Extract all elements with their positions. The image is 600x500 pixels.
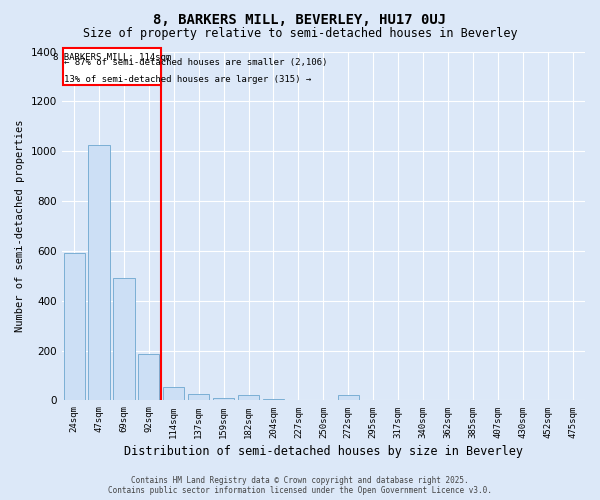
Bar	[138, 354, 160, 401]
Bar	[213, 398, 234, 400]
Bar	[88, 145, 110, 401]
Text: 8, BARKERS MILL, BEVERLEY, HU17 0UJ: 8, BARKERS MILL, BEVERLEY, HU17 0UJ	[154, 12, 446, 26]
Text: Contains HM Land Registry data © Crown copyright and database right 2025.
Contai: Contains HM Land Registry data © Crown c…	[108, 476, 492, 495]
Bar	[188, 394, 209, 400]
Y-axis label: Number of semi-detached properties: Number of semi-detached properties	[15, 120, 25, 332]
Bar	[64, 254, 85, 400]
X-axis label: Distribution of semi-detached houses by size in Beverley: Distribution of semi-detached houses by …	[124, 444, 523, 458]
Bar	[238, 396, 259, 400]
Bar	[113, 278, 134, 400]
Text: Size of property relative to semi-detached houses in Beverley: Size of property relative to semi-detach…	[83, 28, 517, 40]
Bar	[263, 399, 284, 400]
Text: ← 87% of semi-detached houses are smaller (2,106): ← 87% of semi-detached houses are smalle…	[64, 58, 328, 68]
Bar	[338, 396, 359, 400]
Bar	[63, 48, 161, 86]
Bar	[163, 386, 184, 400]
Text: 8 BARKERS MILL: 114sqm: 8 BARKERS MILL: 114sqm	[53, 53, 171, 62]
Text: 13% of semi-detached houses are larger (315) →: 13% of semi-detached houses are larger (…	[64, 74, 311, 84]
